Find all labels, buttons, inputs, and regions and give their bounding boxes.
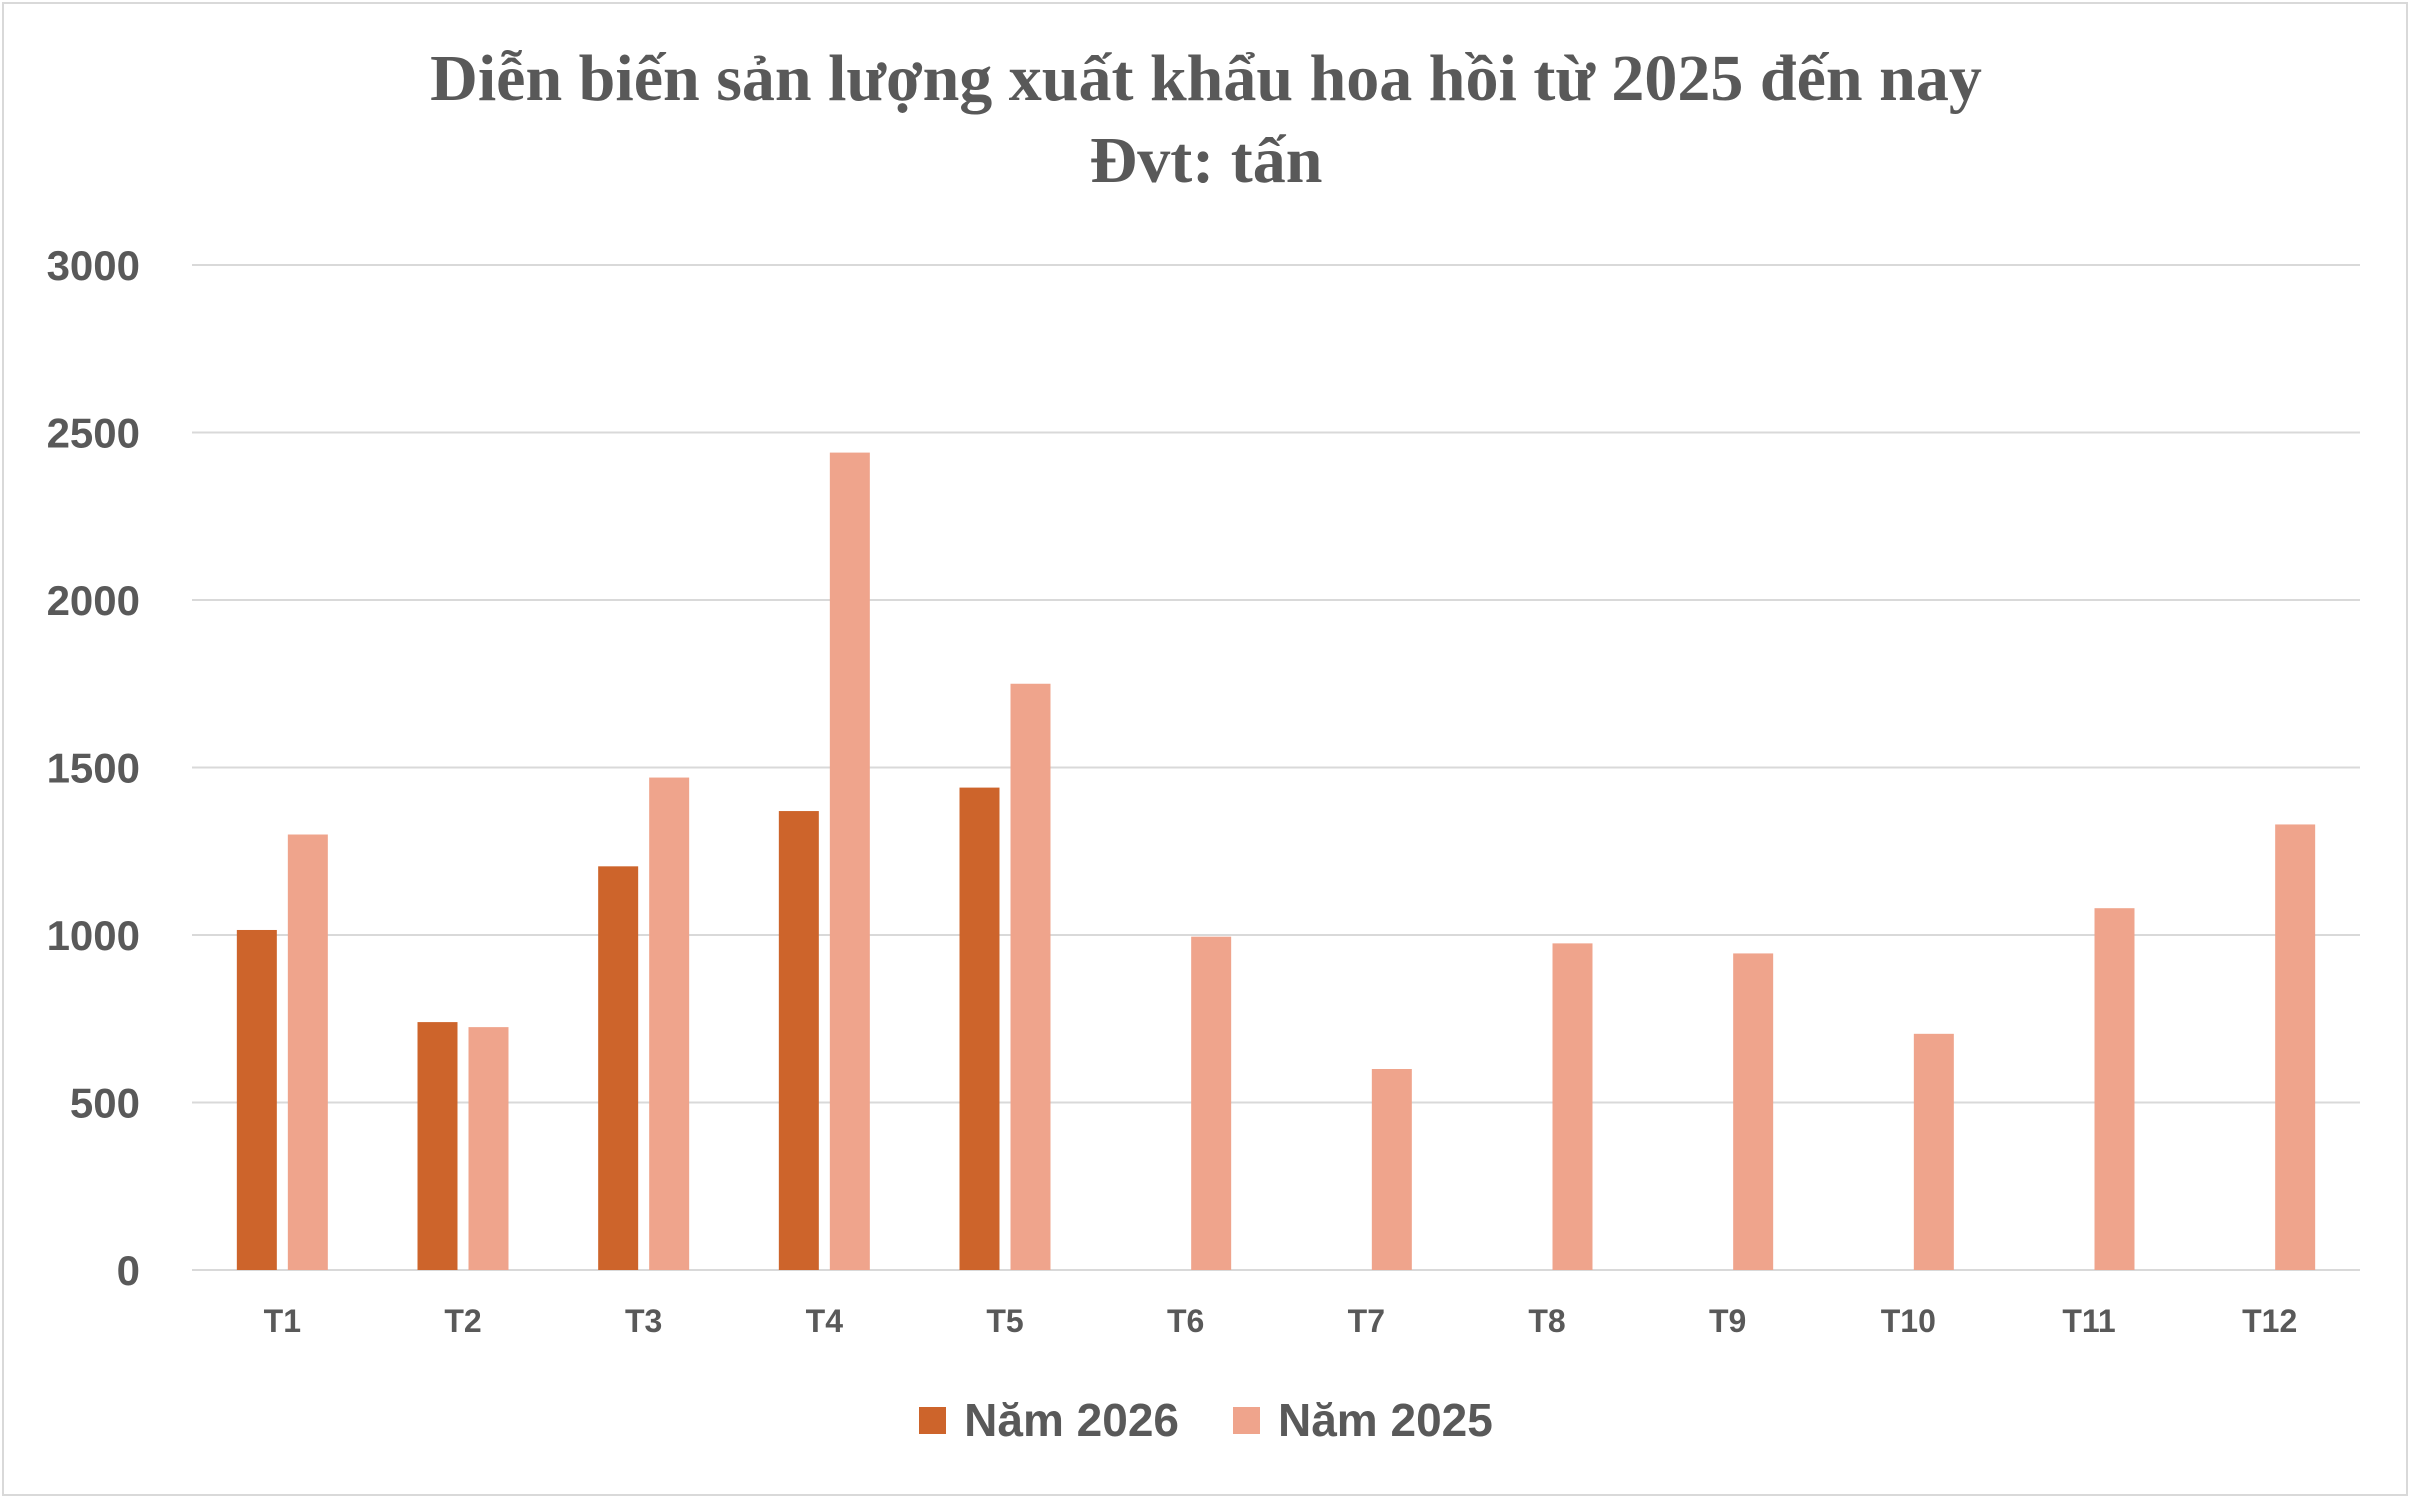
bar-series-1-t2 [417, 1022, 458, 1270]
y-tick-label: 1000 [47, 912, 140, 959]
bar-series-2-t8 [1552, 943, 1593, 1270]
bar-series-2-t12 [2275, 824, 2316, 1270]
x-tick-label: T8 [1528, 1303, 1565, 1339]
legend-item-series-2: Năm 2025 [1233, 1393, 1493, 1447]
bar-series-2-t9 [1733, 953, 1774, 1270]
legend-swatch-series-2 [1233, 1406, 1260, 1434]
bar-series-1-t5 [959, 787, 1000, 1270]
legend-label-series-1: Năm 2026 [964, 1394, 1179, 1446]
legend-item-series-1: Năm 2026 [919, 1393, 1179, 1447]
y-tick-label: 0 [117, 1247, 140, 1294]
bar-series-1-t4 [778, 811, 819, 1270]
bar-series-1-t3 [598, 866, 639, 1270]
x-tick-label: T11 [2062, 1303, 2115, 1339]
bar-series-2-t6 [1191, 936, 1232, 1270]
bar-series-2-t2 [468, 1027, 509, 1270]
y-tick-label: 500 [70, 1080, 140, 1127]
y-tick-label: 2500 [47, 410, 140, 457]
bar-series-2-t4 [829, 452, 870, 1271]
y-tick-label: 1500 [47, 745, 140, 792]
y-tick-label: 2000 [47, 577, 140, 624]
bar-series-2-t7 [1371, 1069, 1412, 1270]
bar-series-2-t10 [1913, 1033, 1954, 1270]
bar-series-2-t5 [1010, 683, 1051, 1270]
x-tick-label: T12 [2242, 1303, 2297, 1339]
bar-series-1-t1 [236, 929, 277, 1270]
x-tick-label: T1 [264, 1303, 301, 1339]
x-tick-label: T3 [625, 1303, 662, 1339]
x-tick-label: T5 [986, 1303, 1023, 1339]
chart-title-main: Diễn biến sản lượng xuất khẩu hoa hồi từ… [430, 42, 1982, 115]
y-tick-label: 3000 [47, 242, 140, 289]
bar-series-2-t3 [649, 777, 690, 1270]
chart-subtitle: Đvt: tấn [1089, 124, 1323, 197]
bar-series-2-t1 [287, 834, 328, 1270]
legend: Năm 2026 Năm 2025 [0, 1390, 2412, 1450]
x-tick-label: T4 [806, 1303, 844, 1339]
legend-label-series-2: Năm 2025 [1278, 1394, 1493, 1446]
bar-series-2-t11 [2094, 908, 2135, 1270]
x-tick-label: T7 [1348, 1303, 1385, 1339]
chart-title: Diễn biến sản lượng xuất khẩu hoa hồi từ… [0, 38, 2412, 202]
x-tick-label: T9 [1709, 1303, 1746, 1339]
x-tick-label: T10 [1881, 1303, 1936, 1339]
legend-swatch-series-1 [919, 1406, 947, 1434]
x-tick-label: T2 [444, 1303, 481, 1339]
x-tick-label: T6 [1167, 1303, 1204, 1339]
